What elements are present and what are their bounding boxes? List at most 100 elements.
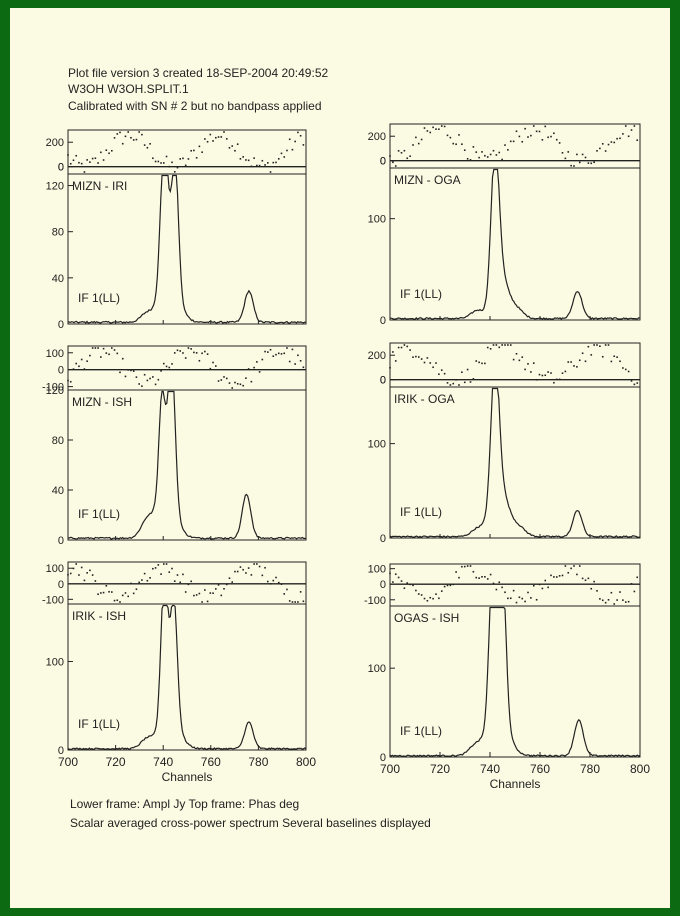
phase-point [521, 140, 524, 143]
phase-point [481, 576, 483, 578]
phase-point [394, 573, 397, 576]
phase-point [102, 159, 105, 161]
phase-point [245, 159, 247, 161]
phase-point [489, 348, 492, 350]
phase-point [168, 165, 171, 168]
phase-point [239, 566, 242, 568]
x-tick-label: 760 [530, 762, 550, 776]
phase-point [412, 356, 414, 358]
phase-point [400, 580, 403, 582]
baseline-label: MIZN - OGA [394, 173, 461, 187]
phase-point [69, 380, 72, 383]
phase-point [570, 361, 572, 363]
phase-point [604, 601, 607, 604]
amplitude-tick-label: 0 [380, 752, 386, 764]
phase-point [138, 131, 140, 133]
phase-point [458, 576, 460, 579]
phase-point [610, 141, 613, 143]
phase-point [429, 131, 432, 134]
phase-point [478, 361, 480, 364]
phase-point [429, 596, 432, 599]
phase-point [182, 157, 184, 160]
phase-point [466, 158, 469, 160]
amplitude-tick-label: 100 [368, 214, 386, 226]
phase-point [121, 142, 124, 145]
phase-point [168, 366, 171, 369]
phase-point [214, 136, 217, 139]
phase-point [231, 145, 234, 147]
phase-point [486, 346, 489, 349]
phase-point [461, 565, 463, 568]
phase-point [469, 159, 472, 161]
phase-point [299, 591, 302, 593]
phase-point [630, 583, 633, 585]
phase-point [283, 352, 286, 355]
phase-point [89, 161, 91, 163]
phase-point [590, 587, 593, 590]
phase-tick-label: 100 [368, 564, 386, 576]
phase-point [455, 378, 457, 381]
phase-point [294, 140, 296, 143]
phase-point [220, 136, 223, 138]
phase-point [624, 601, 627, 603]
phase-point [446, 134, 449, 137]
phase-point [152, 157, 154, 160]
phase-point [581, 577, 584, 580]
phase-point [475, 576, 478, 579]
phase-point [256, 563, 258, 565]
phase-point [108, 590, 110, 593]
phase-point [432, 597, 434, 600]
phase-point [299, 360, 302, 362]
phase-point [297, 131, 299, 134]
phase-point [113, 599, 116, 602]
x-tick-label: 800 [630, 762, 650, 776]
phase-point [440, 590, 443, 592]
phase-point [113, 349, 116, 351]
phase-point [94, 157, 97, 160]
phase-point [256, 164, 258, 167]
phase-point [97, 162, 99, 164]
phase-point [146, 379, 149, 382]
phase-point [440, 125, 443, 127]
phase-point [83, 171, 86, 173]
phase-point [492, 149, 495, 152]
phase-point [426, 130, 429, 132]
phase-point [553, 576, 555, 578]
phase-point [182, 352, 184, 354]
phase-point [269, 583, 272, 585]
phase-point [415, 589, 417, 592]
phase-point [236, 383, 239, 385]
phase-point [280, 353, 283, 355]
phase-point [593, 580, 595, 583]
phase-point [135, 376, 138, 378]
phase-point [599, 147, 601, 150]
phase-point [206, 353, 209, 355]
phase-point [190, 348, 192, 350]
phase-point [495, 154, 498, 156]
phase-point [223, 376, 225, 378]
phase-point [217, 380, 220, 382]
phase-point [162, 362, 165, 365]
phase-point [561, 372, 564, 374]
phase-point [420, 138, 423, 141]
phase-point [291, 601, 294, 603]
phase-point [288, 600, 291, 602]
phase-point [231, 387, 234, 389]
phase-point [179, 350, 182, 352]
phase-point [423, 597, 426, 600]
phase-point [515, 130, 518, 133]
phase-point [261, 574, 264, 577]
phase-tick-label: 200 [368, 131, 386, 143]
x-tick-label: 740 [153, 755, 173, 769]
phase-point [162, 162, 165, 164]
phase-point [627, 135, 630, 138]
phase-point [495, 588, 498, 591]
phase-point [116, 599, 119, 602]
phase-point [443, 125, 446, 128]
phase-point [472, 146, 475, 148]
phase-point [110, 149, 113, 152]
phase-point [601, 143, 604, 145]
phase-point [489, 153, 492, 156]
phase-point [550, 574, 552, 577]
phase-point [250, 574, 253, 576]
